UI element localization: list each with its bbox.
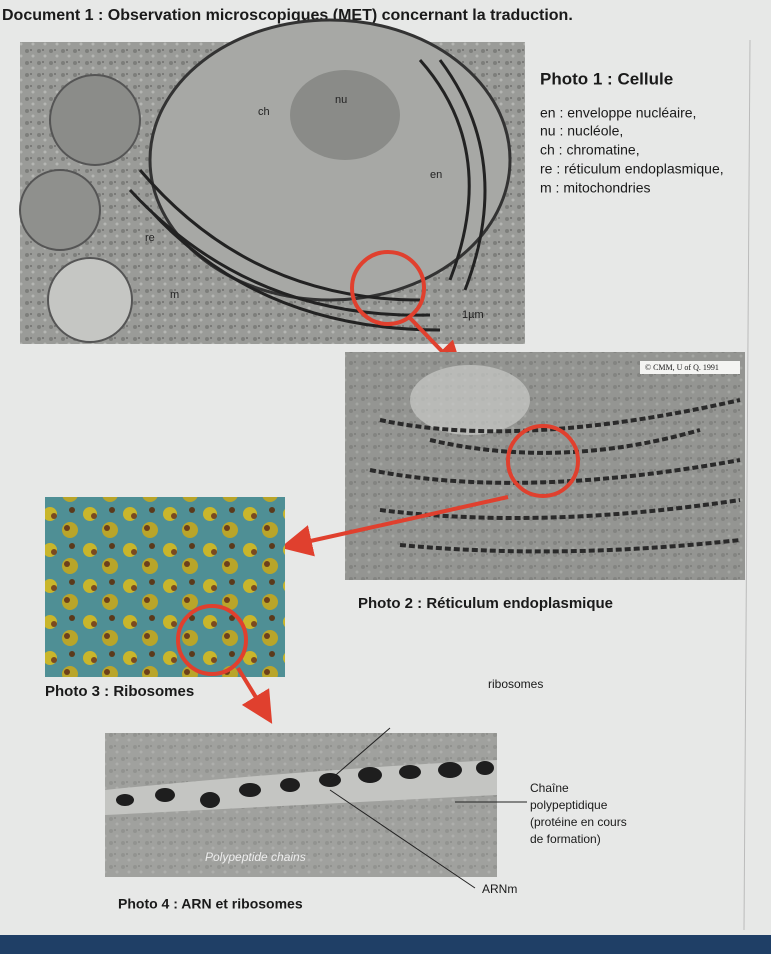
label-ch: ch bbox=[258, 106, 270, 118]
title: Document 1 : Observation microscopiques … bbox=[2, 7, 573, 24]
photo-1-legend: en : enveloppe nucléaire, nu : nucléole,… bbox=[540, 105, 724, 196]
label-mrna: ARNm bbox=[482, 882, 517, 896]
page-edge bbox=[743, 39, 751, 931]
legend-item: m : mitochondries bbox=[540, 180, 650, 196]
photo-3 bbox=[45, 497, 285, 724]
label-re: re bbox=[145, 232, 155, 244]
legend-item: nu : nucléole, bbox=[540, 123, 623, 139]
scale-label: 1µm bbox=[462, 309, 484, 321]
photo-1: nu ch en re m 1µm bbox=[19, 18, 525, 374]
label-nu: nu bbox=[335, 94, 347, 106]
label-chain: (protéine en cours bbox=[530, 815, 627, 829]
label-chain: polypeptidique bbox=[530, 798, 608, 812]
pointer-line bbox=[329, 727, 391, 781]
label-ribosomes: ribosomes bbox=[488, 677, 543, 691]
label-en: en bbox=[430, 169, 442, 181]
photo-4: Polypeptide chains bbox=[105, 733, 497, 877]
photo-2: © CMM, U of Q. 1991 bbox=[280, 352, 745, 580]
pointer-line bbox=[329, 789, 476, 889]
label-m: m bbox=[170, 289, 179, 301]
label-chain: Chaîne bbox=[530, 781, 569, 795]
photo-4-caption: Photo 4 : ARN et ribosomes bbox=[118, 896, 303, 912]
screen-bezel bbox=[0, 935, 771, 954]
legend-item: ch : chromatine, bbox=[540, 142, 640, 158]
legend-item: en : enveloppe nucléaire, bbox=[540, 105, 696, 121]
photo-4-inner-label: Polypeptide chains bbox=[205, 850, 306, 864]
photo-credit: © CMM, U of Q. 1991 bbox=[645, 363, 719, 372]
legend-item: re : réticulum endoplasmique, bbox=[540, 161, 724, 177]
label-chain: de formation) bbox=[530, 832, 601, 846]
photo-1-caption: Photo 1 : Cellule bbox=[540, 69, 673, 88]
photo-2-caption: Photo 2 : Réticulum endoplasmique bbox=[358, 595, 613, 612]
photo-3-caption: Photo 3 : Ribosomes bbox=[45, 683, 194, 700]
